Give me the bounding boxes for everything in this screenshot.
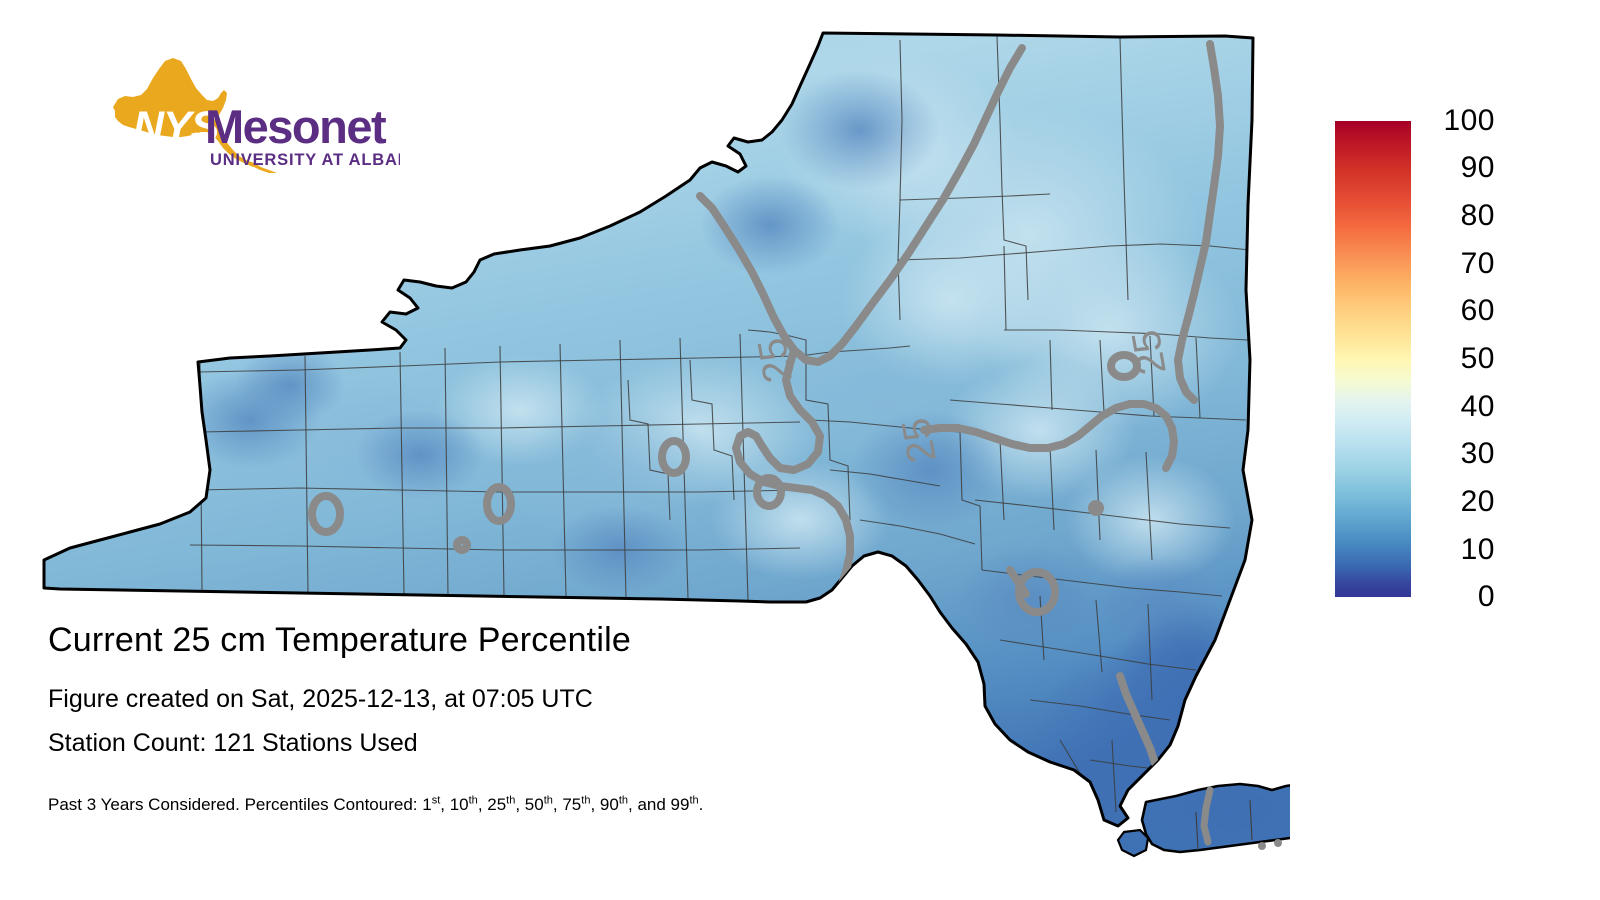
- colorbar-tick-100: 100: [1443, 104, 1495, 137]
- caption-block: Current 25 cm Temperature Percentile Fig…: [48, 620, 1028, 816]
- nys-mesonet-logo: NYS Mesonet UNIVERSITY AT ALBANY: [55, 55, 400, 195]
- colorbar: 100 90 80 70 60 50 40 30 20 10 0: [1335, 106, 1495, 612]
- map-county-boundaries: [189, 35, 1251, 813]
- figure-station-count: Station Count: 121 Stations Used: [48, 729, 418, 757]
- colorbar-tick-labels: 100 90 80 70 60 50 40 30 20 10 0: [1421, 106, 1495, 612]
- map-contour-lines: [696, 40, 1224, 816]
- figure-title: Current 25 cm Temperature Percentile: [48, 621, 631, 659]
- figure-footnote: Past 3 Years Considered. Percentiles Con…: [48, 794, 1028, 816]
- colorbar-tick-40: 40: [1460, 390, 1495, 423]
- map-contour-labels: 25 25 25: [750, 327, 1175, 466]
- colorbar-tick-10: 10: [1460, 533, 1495, 566]
- logo-subtitle-text: UNIVERSITY AT ALBANY: [210, 151, 400, 169]
- colorbar-tick-70: 70: [1460, 247, 1495, 280]
- map-contour-rings: [308, 351, 1141, 616]
- colorbar-tick-30: 30: [1460, 437, 1495, 470]
- colorbar-tick-0: 0: [1477, 580, 1495, 613]
- colorbar-tick-60: 60: [1460, 294, 1495, 327]
- logo-state-shape: [113, 58, 261, 167]
- footnote-percentile-list: 1st, 10th, 25th, 50th, 75th, 90th, and 9…: [422, 794, 704, 814]
- contour-label-25-central: 25: [894, 415, 945, 466]
- figure-created-timestamp: Figure created on Sat, 2025-12-13, at 07…: [48, 685, 593, 713]
- map-state-outline: [42, 31, 1255, 828]
- colorbar-tick-50: 50: [1460, 342, 1495, 375]
- logo-brand-text: Mesonet: [205, 100, 387, 153]
- contour-label-25-west: 25: [750, 335, 801, 386]
- contour-label-25-east: 25: [1124, 327, 1175, 378]
- colorbar-gradient: [1335, 121, 1411, 597]
- colorbar-tick-80: 80: [1460, 199, 1495, 232]
- map-panel: 25 25 25: [42, 31, 1290, 858]
- colorbar-tick-20: 20: [1460, 485, 1495, 518]
- logo-nys-text: NYS: [133, 103, 220, 151]
- logo-island-shape: [254, 165, 277, 173]
- colorbar-tick-90: 90: [1460, 151, 1495, 184]
- footnote-prefix: Past 3 Years Considered. Percentiles Con…: [48, 795, 423, 814]
